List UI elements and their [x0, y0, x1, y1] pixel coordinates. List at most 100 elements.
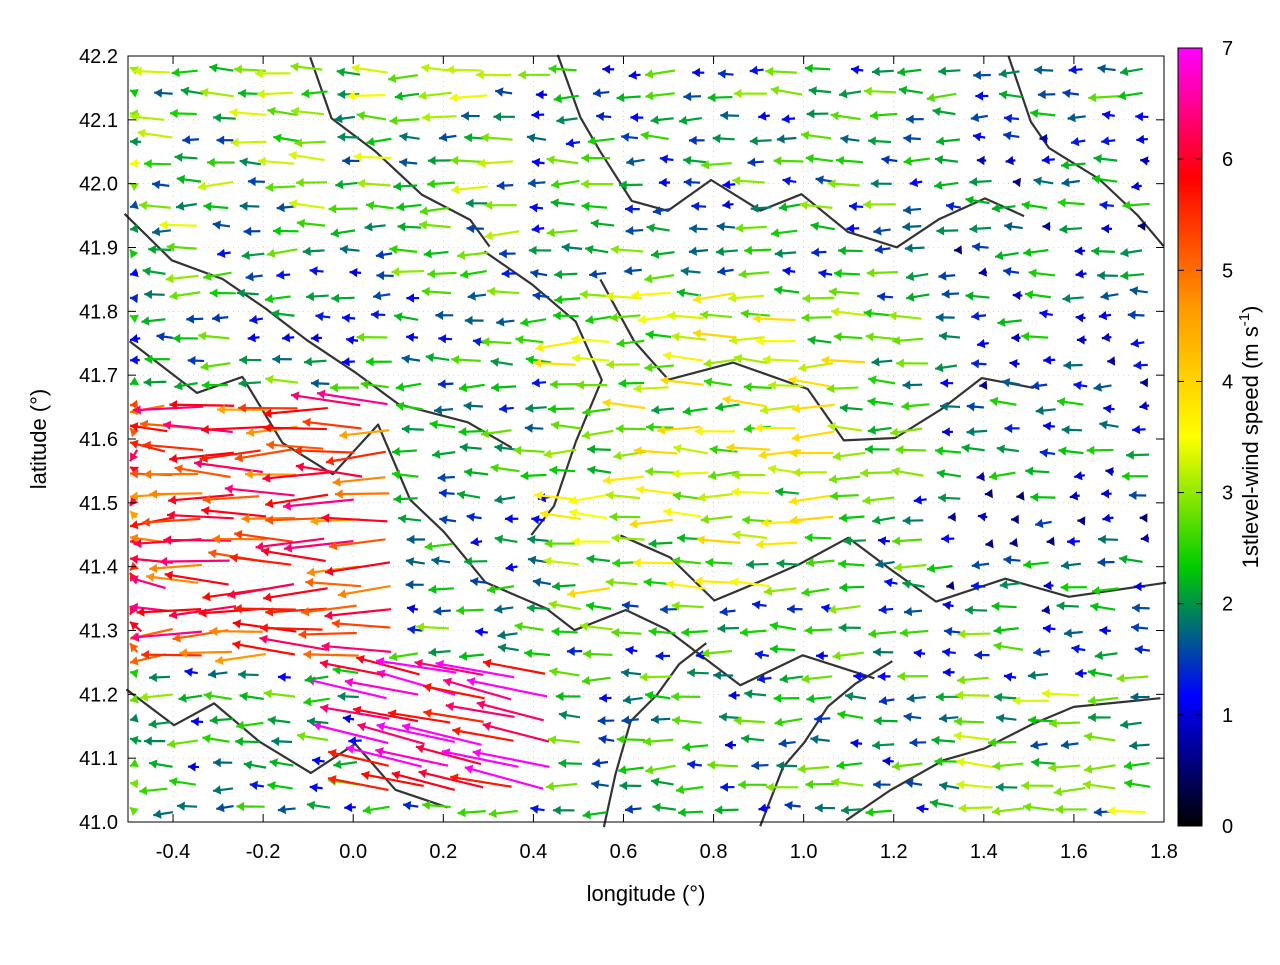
wind-arrow-head [765, 67, 773, 76]
wind-arrow-head [311, 333, 319, 342]
wind-arrow-head [621, 668, 629, 677]
wind-arrow-head [716, 247, 724, 256]
wind-arrow-head [305, 578, 313, 587]
wind-arrow-head [1069, 65, 1077, 74]
wind-arrow-head [942, 648, 950, 657]
wind-arrow-head [718, 69, 726, 78]
wind-arrow-head [903, 205, 911, 214]
wind-arrow-head [348, 736, 356, 745]
wind-arrow-head [204, 202, 212, 211]
wind-arrow-head [596, 112, 604, 121]
x-tick-label: 0.2 [429, 841, 457, 863]
wind-arrow-head [130, 355, 138, 364]
wind-arrow-head [434, 606, 442, 615]
wind-arrow-head [282, 333, 290, 342]
wind-arrow-head [427, 179, 435, 188]
wind-arrow-head [839, 623, 847, 632]
wind-arrow-head [392, 447, 400, 456]
wind-arrow-head [689, 224, 697, 233]
wind-arrow-head [969, 224, 977, 233]
wind-arrow-head [1055, 805, 1063, 814]
x-tick-label: 0.0 [339, 841, 367, 863]
wind-arrow-head [1120, 271, 1128, 280]
wind-arrow-head [390, 116, 398, 125]
wind-arrow-head [1132, 425, 1140, 434]
wind-arrow-head [177, 802, 185, 811]
wind-arrow-head [646, 423, 654, 432]
wind-arrow-head [645, 467, 653, 476]
wind-arrow-head [589, 270, 597, 279]
wind-arrow-head [238, 403, 246, 412]
wind-arrow-head [617, 735, 625, 744]
wind-arrow-head [141, 316, 149, 325]
wind-arrow-head [1042, 689, 1050, 698]
wind-arrow-head [972, 560, 980, 569]
wind-arrow-head [213, 758, 221, 767]
wind-arrow-head [903, 380, 911, 389]
wind-arrow-head [622, 601, 630, 610]
wind-arrow-head [186, 314, 194, 323]
wind-arrow-head [777, 559, 785, 568]
wind-arrow-head [910, 738, 918, 747]
wind-arrow-head [130, 200, 139, 209]
wind-arrow-shaft [201, 427, 266, 430]
wind-arrow-head [734, 89, 742, 98]
wind-arrow-head [210, 288, 218, 297]
wind-arrow-head [139, 201, 147, 210]
wind-arrow-head [242, 251, 250, 260]
wind-arrow-head [144, 290, 152, 299]
wind-arrow-head [483, 659, 491, 668]
wind-arrow-head [1131, 623, 1139, 632]
wind-arrow-head [530, 203, 538, 212]
wind-arrow-head [979, 381, 987, 390]
wind-arrow-head [406, 580, 414, 589]
wind-arrow-head [465, 316, 473, 326]
wind-arrow-head [210, 715, 218, 724]
wind-arrow-head [1011, 515, 1019, 524]
wind-arrow-head [333, 477, 341, 486]
wind-arrow-head [547, 228, 555, 237]
wind-arrow-head [868, 397, 876, 406]
wind-arrow-head [739, 269, 747, 278]
wind-arrow-head [840, 404, 848, 413]
wind-arrow-head [873, 780, 881, 789]
wind-arrow-head [422, 801, 430, 810]
wind-arrow-head [616, 424, 624, 433]
wind-arrow-head [567, 647, 575, 657]
wind-arrow-head [497, 181, 505, 190]
wind-arrow-head [1068, 113, 1076, 122]
wind-arrow-head [914, 649, 922, 658]
wind-arrow-head [940, 378, 948, 387]
wind-arrow-head [972, 242, 980, 251]
wind-arrow-head [1021, 332, 1029, 341]
wind-arrow-head [529, 246, 537, 255]
wind-arrow-head [660, 605, 668, 614]
wind-arrow-head [606, 491, 614, 500]
wind-arrow-head [771, 86, 779, 95]
wind-arrow-head [872, 741, 880, 750]
wind-arrow-head [146, 573, 154, 582]
wind-arrow-head [974, 650, 982, 659]
wind-arrow-head [1098, 64, 1106, 73]
wind-arrow-shaft [317, 393, 387, 404]
x-tick-label: -0.2 [246, 841, 280, 863]
wind-arrow-head [277, 203, 285, 212]
wind-arrow-head [257, 89, 265, 98]
wind-arrow-head [1063, 294, 1071, 303]
wind-arrow-head [546, 782, 554, 791]
wind-arrow-shaft [215, 654, 266, 661]
wind-arrow-head [130, 224, 138, 233]
wind-arrow-head [1058, 446, 1066, 455]
wind-arrow-head [1128, 310, 1136, 319]
wind-arrow-head [130, 511, 139, 520]
wind-arrow-head [446, 65, 454, 74]
wind-arrow-shaft [423, 686, 484, 698]
wind-arrow-head [143, 441, 151, 450]
wind-arrow-head [246, 428, 254, 437]
wind-arrow-head [732, 530, 740, 539]
wind-arrow-head [828, 605, 836, 614]
wind-arrow-head [938, 67, 946, 76]
wind-arrow-head [962, 444, 970, 453]
wind-arrow-head [361, 380, 369, 389]
wind-arrow-head [894, 563, 902, 572]
